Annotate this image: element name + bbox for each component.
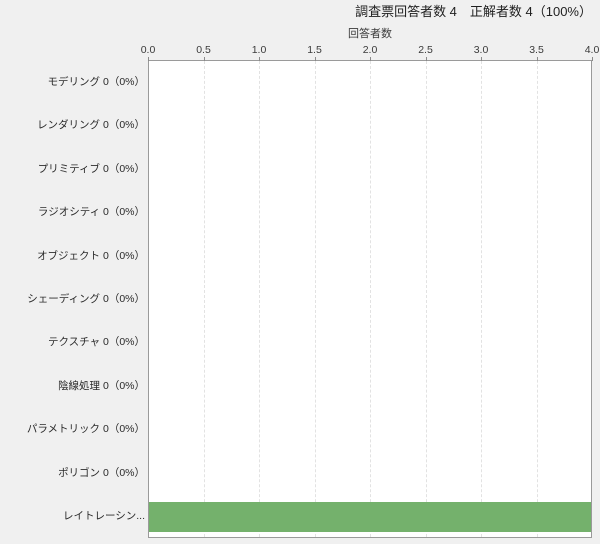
- gridline: [314, 61, 317, 537]
- gridline: [370, 61, 372, 537]
- x-tick-label: 3.5: [529, 44, 544, 56]
- y-category-label: レンダリング 0（0%）: [37, 119, 145, 132]
- bars-layer: [149, 61, 591, 537]
- x-axis-tick-labels: 0.0 0.5 1.0 1.5 2.0 2.5 3.0 3.5 4.0: [0, 43, 600, 57]
- x-tick-mark: [425, 57, 427, 61]
- x-tick-mark: [536, 57, 538, 61]
- x-tick-mark: [481, 57, 482, 61]
- x-tick-mark: [148, 57, 149, 61]
- y-category-label: レイトレーシン...: [62, 510, 145, 523]
- y-axis-category-labels: モデリング 0（0%） レンダリング 0（0%） プリミティブ 0（0%） ラジオシテ…: [0, 60, 145, 538]
- gridline: [481, 61, 483, 537]
- y-category-label: オブジェクト 0（0%）: [37, 249, 145, 262]
- x-tick-mark: [259, 57, 260, 61]
- x-axis-title: 回答者数: [348, 28, 392, 40]
- x-tick-label: 0.0: [140, 44, 156, 56]
- x-tick-mark: [592, 57, 593, 61]
- x-tick-label: 2.0: [362, 44, 378, 56]
- plot-area: [148, 60, 592, 538]
- x-tick-label: 0.5: [196, 44, 211, 56]
- y-category-label: テクスチャ 0（0%）: [47, 336, 145, 349]
- x-tick-label: 2.5: [418, 44, 433, 56]
- y-category-label: ポリゴン 0（0%）: [58, 466, 145, 479]
- gridline: [259, 61, 261, 537]
- gridline: [536, 61, 539, 537]
- page-title: 調査票回答者数 4 正解者数 4（100%）: [355, 4, 592, 19]
- x-tick-mark: [370, 57, 371, 61]
- x-tick-label: 3.0: [473, 44, 489, 56]
- x-tick-mark: [314, 57, 316, 61]
- bar: [149, 502, 591, 533]
- y-category-label: 陰線処理 0（0%）: [58, 379, 145, 392]
- y-category-label: プリミティブ 0（0%）: [37, 162, 145, 175]
- gridlines: [149, 61, 591, 537]
- y-category-label: ラジオシティ 0（0%）: [37, 206, 145, 219]
- gridline: [203, 61, 206, 537]
- x-tick-label: 1.0: [251, 44, 267, 56]
- x-tick-mark: [203, 57, 205, 61]
- y-category-label: シェーディング 0（0%）: [27, 293, 145, 305]
- y-category-label: モデリング 0（0%）: [47, 75, 145, 88]
- x-tick-label: 4.0: [584, 44, 600, 56]
- y-category-label: パラメトリック 0（0%）: [26, 423, 145, 436]
- x-tick-label: 1.5: [307, 44, 322, 56]
- gridline: [425, 61, 428, 537]
